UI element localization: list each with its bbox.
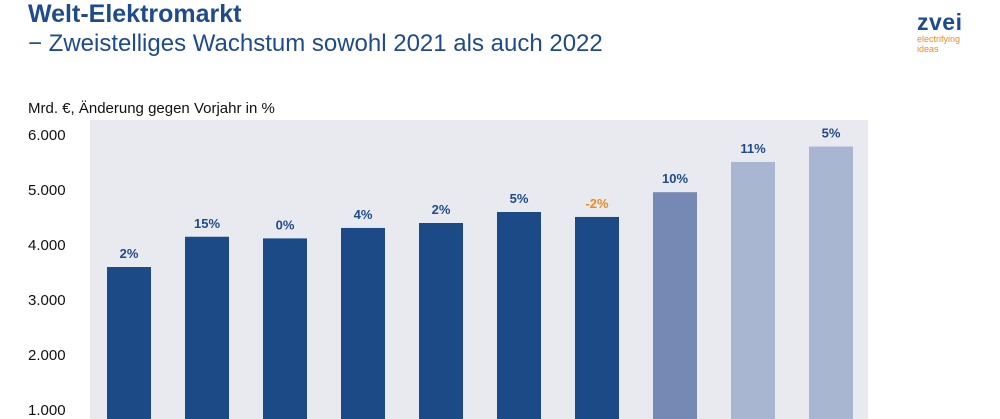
y-tick-label: 3.000 (28, 292, 66, 309)
logo-tagline-line-1: electrifying (917, 34, 961, 44)
page-title: Welt-Elektromarkt (28, 0, 242, 28)
y-tick-label: 5.000 (28, 182, 66, 199)
bar (107, 267, 151, 419)
bar-change-label: 5% (510, 191, 529, 206)
zvei-logo: zvei electrifying ideas (917, 10, 962, 54)
bar (653, 192, 697, 419)
bar-change-label: 10% (662, 171, 688, 186)
logo-wordmark: zvei (917, 9, 963, 35)
bar-change-label: 2% (432, 202, 451, 217)
y-tick-label: 1.000 (28, 402, 66, 419)
bar-change-label: -2% (585, 196, 609, 211)
bar-change-label: 0% (276, 217, 295, 232)
unit-label: Mrd. €, Änderung gegen Vorjahr in % (28, 100, 275, 117)
bar (341, 227, 385, 419)
bar-change-label: 11% (740, 141, 766, 156)
bar-labels-group: 2% 15% 0% 4% 2% 5% -2% 10% 11% 5% (120, 126, 841, 261)
y-tick-label: 4.000 (28, 237, 66, 254)
bar (575, 216, 619, 419)
bar (419, 223, 463, 419)
bar (185, 236, 229, 419)
bar (809, 146, 853, 419)
bar (497, 212, 541, 419)
bar-change-label: 5% (822, 126, 841, 141)
logo-tagline-line-2: ideas (917, 44, 939, 54)
bar-change-label: 15% (194, 216, 220, 231)
bars-group (107, 146, 853, 419)
y-tick-label: 6.000 (28, 127, 66, 144)
y-tick-label: 2.000 (28, 347, 66, 364)
page-subtitle: − Zweistelliges Wachstum sowohl 2021 als… (28, 30, 603, 57)
bar-change-label: 2% (120, 246, 139, 261)
y-axis-ticks: 1.000 2.000 3.000 4.000 5.000 6.000 (28, 127, 66, 419)
bar (731, 161, 775, 419)
bar (263, 238, 307, 419)
bar-change-label: 4% (354, 207, 373, 222)
